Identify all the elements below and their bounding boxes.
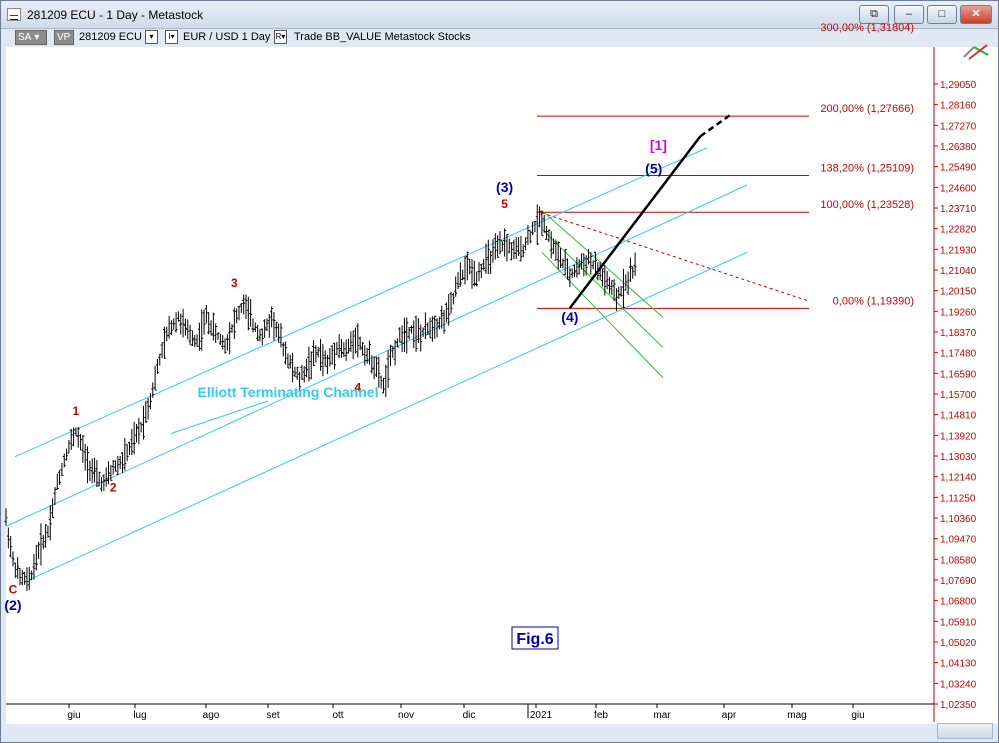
y-tick-label: 1,20150 (940, 287, 977, 298)
x-tick-label: 2021 (530, 710, 553, 721)
close-button[interactable]: ✕ (960, 5, 992, 24)
x-tick-label: nov (398, 710, 414, 721)
chart-toolbar: SA ▾ VP 281209 ECU ▾ I▾ EUR / USD 1 Day R… (1, 29, 998, 47)
minimize-button[interactable]: – (894, 5, 924, 24)
y-tick-label: 1,08580 (940, 555, 977, 566)
x-axis-area (6, 704, 998, 724)
y-tick-label: 1,17480 (940, 349, 977, 360)
y-tick-label: 1,29050 (940, 80, 977, 91)
channel-upper-line (14, 147, 708, 458)
y-tick-label: 1,04130 (940, 659, 977, 670)
sa-dropdown-icon: ▾ (34, 32, 40, 43)
vp-button[interactable]: VP (54, 30, 74, 45)
y-tick-label: 1,16590 (940, 369, 977, 380)
wave-label: (4) (561, 309, 578, 325)
y-tick-label: 1,06800 (940, 597, 977, 608)
y-tick-label: 1,13030 (940, 452, 977, 463)
x-tick-label: ott (332, 710, 343, 721)
y-tick-label: 1,28160 (940, 101, 977, 112)
x-tick-label: set (266, 710, 280, 721)
figure-label-box (511, 626, 559, 650)
y-tick-label: 1,21930 (940, 245, 977, 256)
channel-lower-line (28, 251, 748, 581)
channel-annotation: Elliott Terminating Channel (198, 384, 379, 400)
wave-label: [1] (650, 137, 667, 153)
maximize-button[interactable]: □ (927, 5, 957, 24)
restore-icon[interactable]: ⧉ (859, 5, 889, 24)
y-tick-label: 1,22820 (940, 225, 977, 236)
horizontal-scrollbar[interactable] (937, 723, 993, 739)
x-tick-label: giu (851, 710, 864, 721)
x-tick-label: feb (594, 710, 608, 721)
y-tick-label: 1,09470 (940, 535, 977, 546)
x-tick-label: apr (722, 710, 737, 721)
fib-level-label: 138,20% (1,25109) (820, 163, 914, 175)
y-tick-label: 1,19260 (940, 307, 977, 318)
y-tick-label: 1,12140 (940, 473, 977, 484)
x-tick-label: lug (133, 710, 146, 721)
x-tick-label: giu (67, 710, 80, 721)
wave-label: (5) (645, 160, 662, 176)
fib-dashed-line (541, 212, 810, 302)
title-bar[interactable]: 281209 ECU - 1 Day - Metastock ⧉ – □ ✕ (1, 1, 998, 29)
y-tick-label: 1,05020 (940, 638, 977, 649)
wave-label: (3) (496, 179, 513, 195)
r-dropdown[interactable]: R▾ (274, 30, 287, 44)
wave-label: 3 (231, 276, 238, 290)
projection-line (568, 135, 702, 309)
figure-label: Fig.6 (516, 631, 553, 648)
wave-label: C (9, 583, 18, 597)
y-tick-label: 1,11250 (940, 493, 976, 504)
y-tick-label: 1,10360 (940, 514, 977, 525)
symbol-label: 281209 ECU (79, 31, 142, 43)
plot-area (6, 47, 934, 704)
y-tick-label: 1,23710 (940, 204, 977, 215)
interval-dropdown[interactable]: I▾ (165, 30, 178, 44)
y-tick-label: 1,26380 (940, 142, 977, 153)
x-tick-label: mag (787, 710, 806, 721)
projection-dashed-line (699, 112, 734, 138)
y-tick-label: 1,25490 (940, 163, 977, 174)
channel-middle-line (5, 184, 748, 527)
fib-level-label: 0,00% (1,19390) (833, 295, 914, 307)
y-tick-label: 1,24600 (940, 183, 977, 194)
fib-level-label: 100,00% (1,23528) (820, 199, 914, 211)
wave-label: 4 (354, 381, 361, 395)
window-title: 281209 ECU - 1 Day - Metastock (27, 8, 204, 22)
wave-label: (2) (4, 597, 21, 613)
wave-label: 1 (73, 404, 80, 418)
y-tick-label: 1,02350 (940, 700, 977, 711)
fib-level-label: 300,00% (1,31804) (820, 22, 914, 34)
x-tick-label: dic (463, 710, 476, 721)
y-tick-label: 1,03240 (940, 679, 977, 690)
x-tick-label: mar (653, 710, 671, 721)
y-tick-label: 1,15700 (940, 390, 977, 401)
sa-button[interactable]: SA ▾ (15, 30, 47, 45)
y-tick-label: 1,14810 (940, 411, 977, 422)
fib-level-label: 200,00% (1,27666) (820, 103, 914, 115)
chart-app-icon[interactable] (7, 8, 21, 21)
y-tick-label: 1,13920 (940, 431, 977, 442)
corrective-middle-line (541, 228, 664, 348)
y-axis-area (934, 47, 998, 704)
channel-inner-segment (170, 400, 269, 434)
y-tick-label: 1,21040 (940, 266, 977, 277)
wave-label: 5 (501, 197, 508, 211)
y-tick-label: 1,07690 (940, 576, 977, 587)
sa-button-label: SA (18, 32, 32, 43)
wave-label: 2 (110, 481, 117, 495)
chart-tags-label: Trade BB_VALUE Metastock Stocks (294, 31, 471, 43)
corrective-lower-line (541, 252, 664, 379)
drawing-tool-icon[interactable] (961, 37, 991, 63)
symbol-dropdown[interactable]: ▾ (145, 30, 158, 44)
y-tick-label: 1,05910 (940, 617, 977, 628)
y-tick-label: 1,18370 (940, 328, 977, 339)
y-tick-label: 1,27270 (940, 121, 977, 132)
x-tick-label: ago (203, 710, 220, 721)
instrument-label: EUR / USD 1 Day (183, 31, 271, 43)
